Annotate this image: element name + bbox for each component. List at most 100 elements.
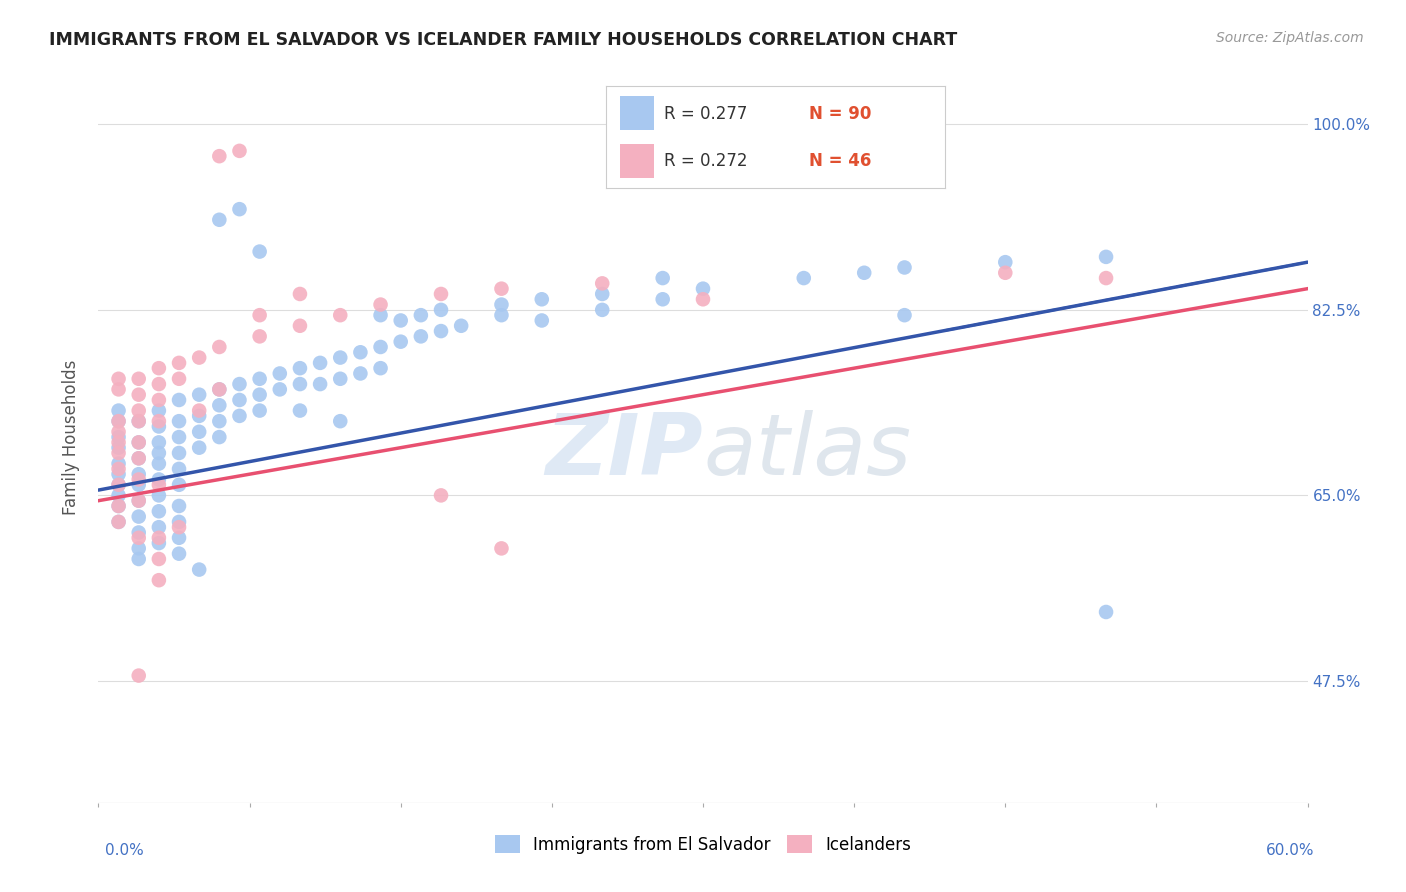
Point [893, 308, 915, 322]
Point [188, 403, 211, 417]
Point [1095, 250, 1118, 264]
Point [228, 377, 250, 392]
Point [228, 202, 250, 216]
Point [148, 504, 170, 518]
Point [107, 477, 129, 491]
Point [288, 287, 311, 301]
Point [107, 515, 129, 529]
Point [208, 340, 231, 354]
Point [288, 403, 311, 417]
Point [188, 387, 211, 401]
Point [148, 392, 170, 407]
Text: ZIP: ZIP [546, 410, 703, 493]
Point [349, 367, 371, 381]
Point [128, 668, 150, 682]
Point [208, 414, 231, 428]
Point [491, 297, 513, 311]
Point [148, 377, 170, 392]
Point [188, 563, 211, 577]
Point [249, 329, 271, 343]
Point [128, 493, 150, 508]
Point [1095, 605, 1118, 619]
Point [208, 398, 231, 412]
Point [107, 515, 129, 529]
Point [1095, 271, 1118, 285]
Point [148, 403, 170, 417]
Point [107, 477, 129, 491]
Point [591, 302, 613, 317]
Point [430, 302, 453, 317]
Point [329, 308, 352, 322]
Point [128, 509, 150, 524]
Point [107, 414, 129, 428]
Point [128, 435, 150, 450]
Point [188, 351, 211, 365]
Point [107, 372, 129, 386]
Point [107, 414, 129, 428]
Point [893, 260, 915, 275]
Point [288, 377, 311, 392]
Point [228, 409, 250, 423]
Point [107, 430, 129, 444]
Point [249, 387, 271, 401]
Point [167, 477, 190, 491]
Point [793, 271, 815, 285]
Point [128, 387, 150, 401]
Text: Source: ZipAtlas.com: Source: ZipAtlas.com [1216, 31, 1364, 45]
Text: 0.0%: 0.0% [105, 843, 145, 858]
Point [128, 414, 150, 428]
Point [128, 525, 150, 540]
Point [309, 356, 332, 370]
Point [309, 377, 332, 392]
Point [389, 334, 412, 349]
Point [107, 403, 129, 417]
Point [167, 462, 190, 476]
Point [148, 573, 170, 587]
Point [148, 457, 170, 471]
Point [409, 329, 432, 343]
Point [128, 451, 150, 466]
Point [148, 477, 170, 491]
Text: 60.0%: 60.0% [1267, 843, 1315, 858]
Point [430, 287, 453, 301]
Point [692, 282, 714, 296]
Point [148, 520, 170, 534]
Point [491, 308, 513, 322]
Point [269, 383, 291, 397]
Point [651, 293, 673, 307]
Point [370, 340, 392, 354]
Point [148, 536, 170, 550]
Point [651, 271, 673, 285]
Point [148, 531, 170, 545]
Point [128, 541, 150, 556]
Legend: Immigrants from El Salvador, Icelanders: Immigrants from El Salvador, Icelanders [488, 829, 918, 860]
Point [107, 467, 129, 482]
Point [288, 361, 311, 376]
Point [128, 552, 150, 566]
Point [591, 287, 613, 301]
Point [107, 457, 129, 471]
Point [249, 244, 271, 259]
Point [107, 462, 129, 476]
Point [591, 277, 613, 291]
Point [370, 297, 392, 311]
Point [491, 541, 513, 556]
Point [450, 318, 472, 333]
Point [167, 430, 190, 444]
Point [148, 435, 170, 450]
Point [530, 293, 553, 307]
Point [228, 144, 250, 158]
Point [208, 212, 231, 227]
Point [148, 419, 170, 434]
Point [249, 308, 271, 322]
Point [128, 477, 150, 491]
Point [188, 409, 211, 423]
Point [107, 435, 129, 450]
Point [530, 313, 553, 327]
Point [128, 467, 150, 482]
Point [188, 441, 211, 455]
Point [167, 520, 190, 534]
Point [128, 473, 150, 487]
Point [994, 266, 1017, 280]
Point [128, 414, 150, 428]
